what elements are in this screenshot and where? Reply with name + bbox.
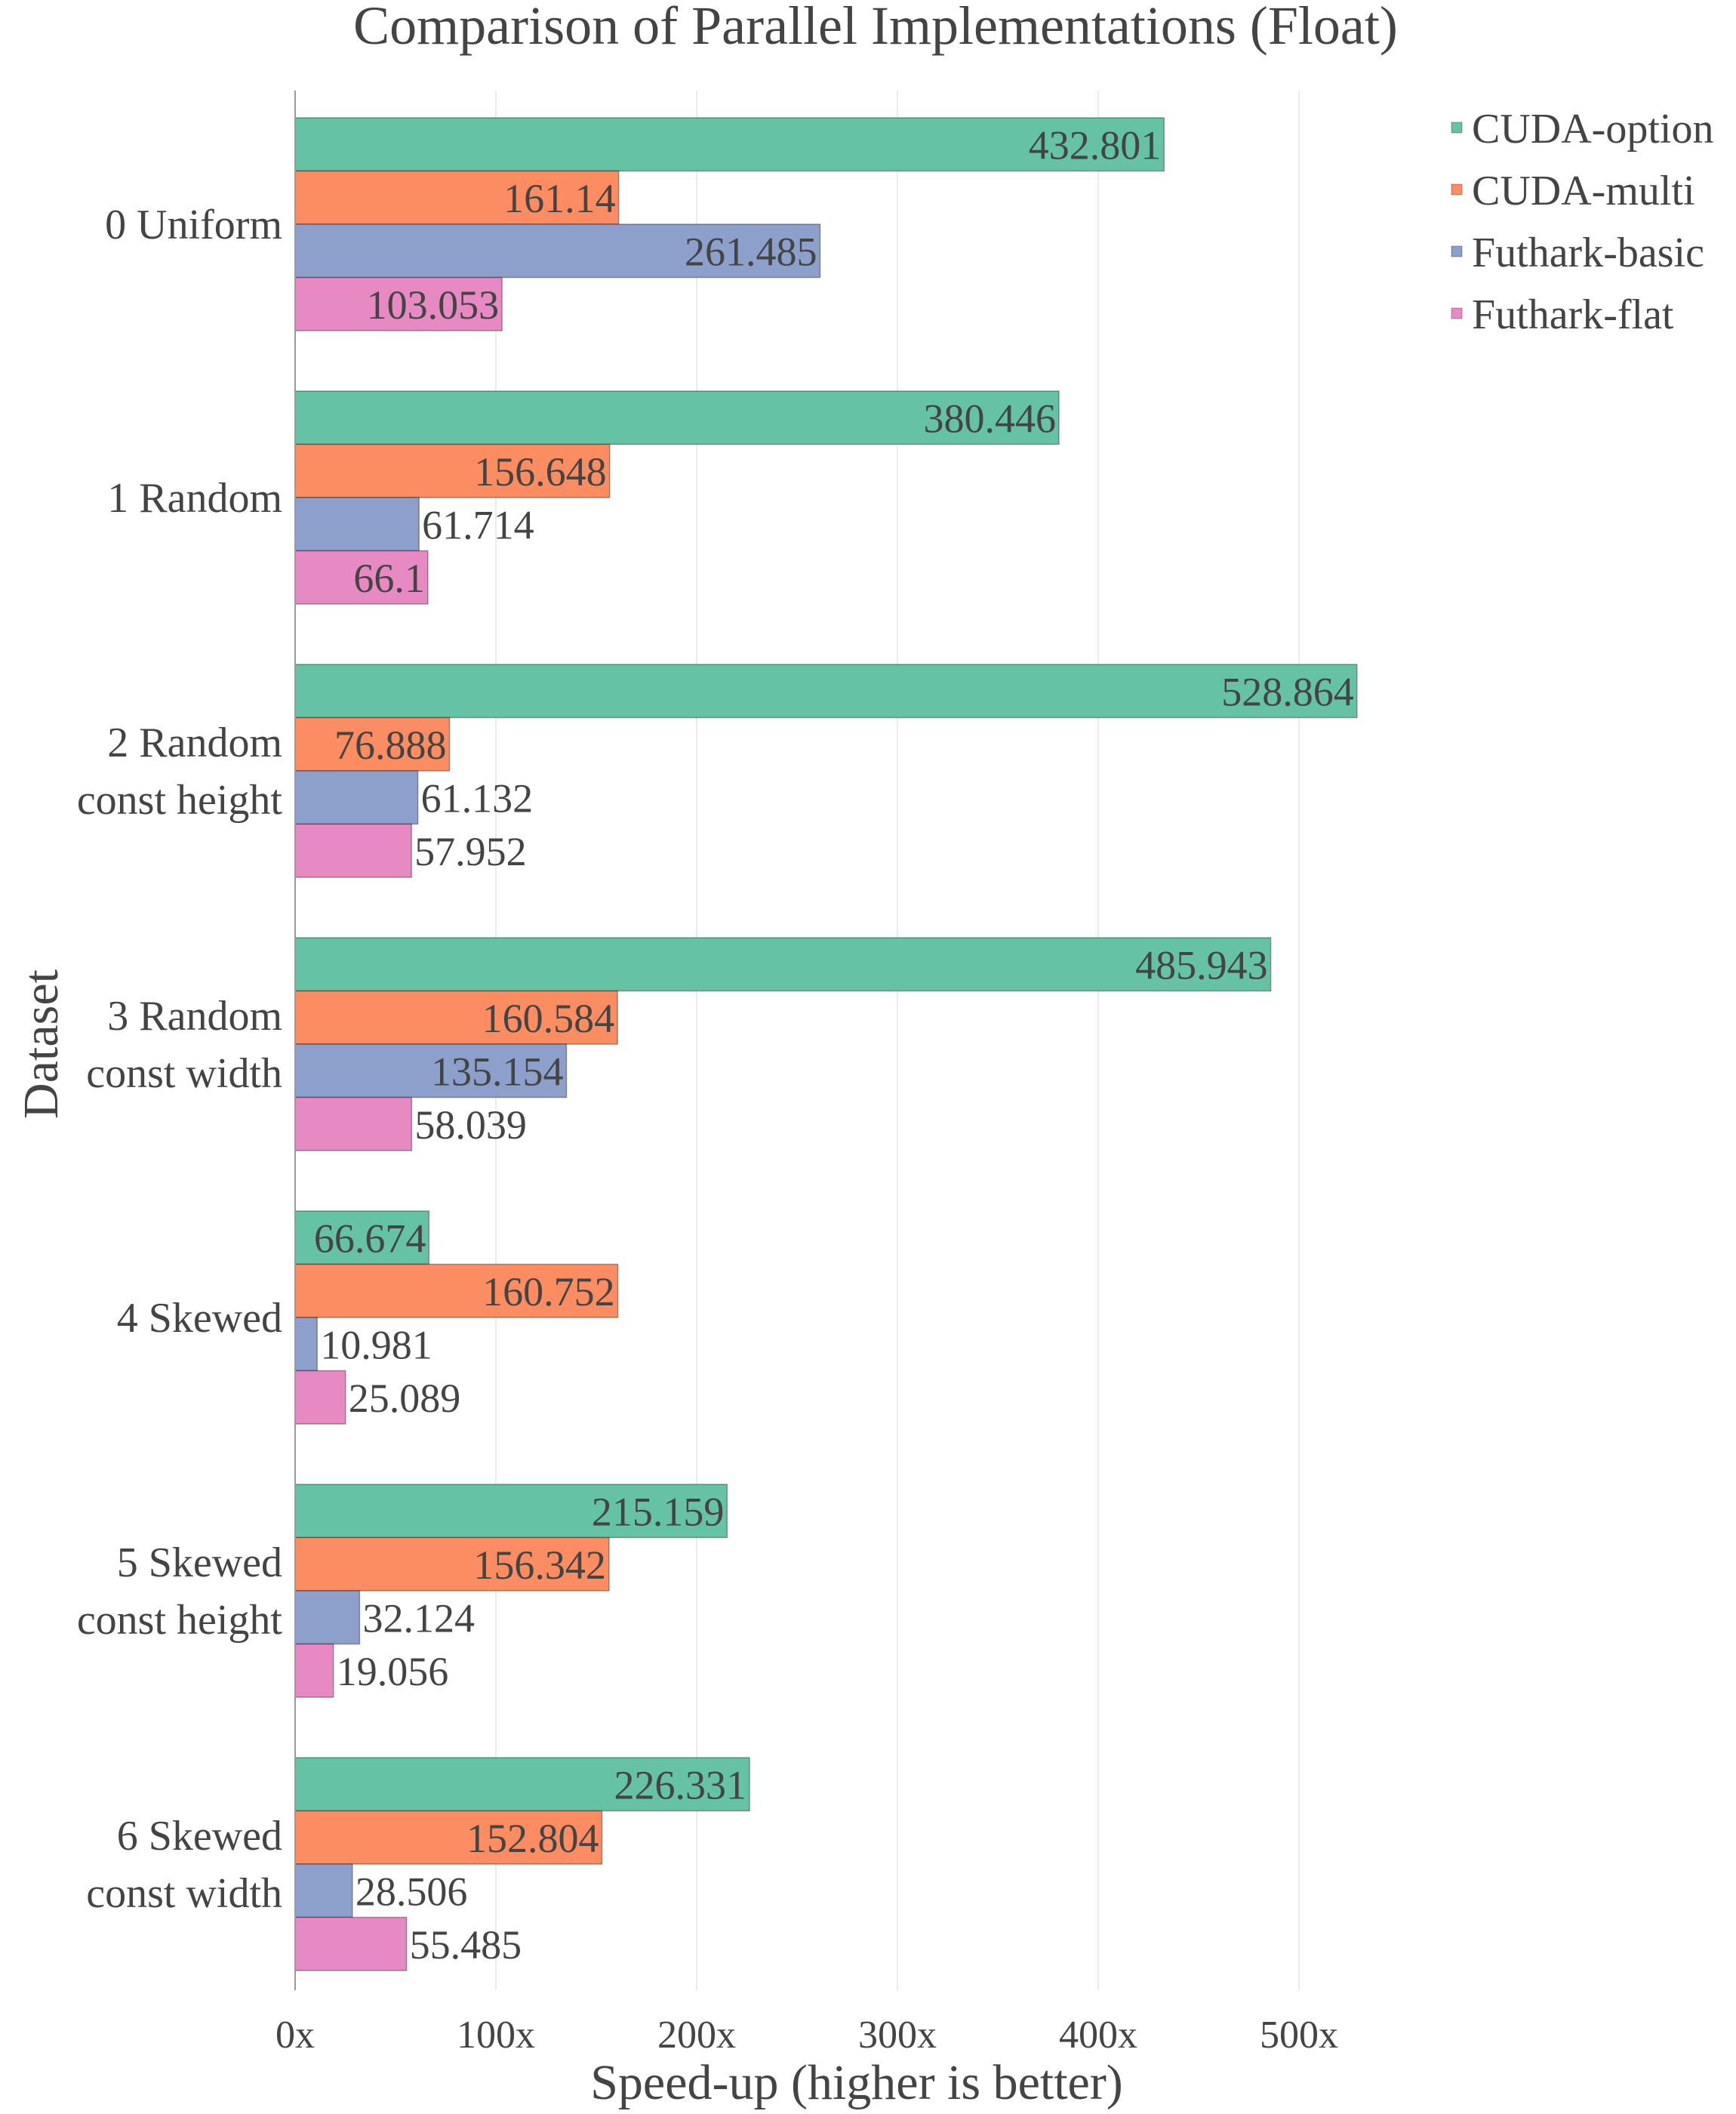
value-label: 135.154 [431, 1049, 564, 1094]
legend-entry: CUDA-multi [1472, 168, 1695, 214]
value-label: 32.124 [362, 1595, 475, 1641]
bar-futhark-flat [294, 1643, 334, 1698]
x-tick-label: 400x [1059, 2014, 1137, 2057]
category-label: 4 Skewed [117, 1295, 282, 1342]
bar-futhark-flat [294, 1370, 346, 1425]
bar-cuda-option [294, 1210, 430, 1265]
bar-futhark-basic [294, 223, 821, 279]
bar-cuda-option [294, 937, 1272, 992]
bar-cuda-multi [294, 990, 618, 1045]
value-label: 19.056 [337, 1649, 449, 1694]
bar-futhark-basic [294, 1317, 318, 1372]
value-label: 380.446 [923, 396, 1056, 441]
value-label: 528.864 [1221, 669, 1354, 714]
category-label: 1 Random [107, 475, 282, 522]
bar-futhark-flat [294, 276, 503, 331]
bar-futhark-flat [294, 1916, 408, 1971]
value-label: 58.039 [414, 1102, 527, 1148]
bar-cuda-multi [294, 1536, 610, 1592]
x-axis-tick-labels: 0x 100x 200x 300x 400x 500x [275, 2014, 1338, 2057]
value-label: 152.804 [466, 1816, 599, 1861]
value-label: 215.159 [592, 1489, 725, 1534]
value-label: 161.14 [503, 176, 616, 221]
value-label: 66.1 [353, 556, 425, 601]
value-label: 10.981 [320, 1322, 432, 1367]
bars [294, 117, 1358, 1971]
category-label: 2 Random [107, 720, 282, 766]
legend-entry: CUDA-option [1472, 106, 1713, 153]
value-label: 160.752 [482, 1269, 615, 1314]
bar-cuda-multi [294, 716, 451, 772]
chart-title: Comparison of Parallel Implementations (… [353, 0, 1398, 56]
value-label: 76.888 [334, 723, 447, 768]
category-label: const width [86, 1050, 282, 1097]
legend-swatch [1451, 122, 1463, 134]
bar-cuda-multi [294, 1263, 619, 1318]
value-label: 61.714 [422, 502, 534, 547]
value-label: 432.801 [1029, 122, 1162, 168]
value-label: 66.674 [314, 1216, 426, 1261]
x-tick-label: 100x [457, 2014, 535, 2057]
value-label: 103.053 [367, 282, 500, 328]
x-tick-label: 500x [1260, 2014, 1338, 2057]
x-tick-label: 0x [275, 2014, 315, 2057]
category-label: 0 Uniform [105, 202, 282, 248]
category-label: 5 Skewed [117, 1539, 282, 1586]
bar-cuda-multi [294, 1810, 603, 1865]
legend: CUDA-option CUDA-multi Futhark-basic Futhar… [1451, 106, 1713, 338]
category-label: const width [86, 1870, 282, 1917]
legend-entry: Futhark-flat [1472, 291, 1674, 338]
value-label: 261.485 [685, 229, 817, 274]
bar-cuda-option [294, 117, 1165, 172]
value-label: 55.485 [410, 1922, 522, 1968]
y-axis-tick-labels: 0 Uniform 1 Random 2 Random const height 3 R… [77, 202, 283, 1917]
bar-futhark-flat [294, 550, 429, 605]
bar-futhark-basic [294, 497, 420, 552]
value-label: 485.943 [1135, 942, 1268, 988]
category-label: 3 Random [107, 993, 282, 1040]
y-axis-label: Dataset [14, 969, 69, 1119]
x-axis-label: Speed-up (higher is better) [590, 2055, 1123, 2110]
value-label: 226.331 [614, 1762, 747, 1807]
legend-swatch [1451, 183, 1463, 196]
category-label: const height [77, 1597, 283, 1644]
legend-swatch [1451, 307, 1463, 319]
bar-futhark-basic [294, 770, 419, 825]
bar-futhark-basic [294, 1043, 568, 1099]
value-label: 28.506 [356, 1869, 467, 1914]
category-label: const height [77, 777, 283, 824]
bar-futhark-basic [294, 1590, 361, 1645]
value-label: 61.132 [421, 775, 534, 821]
data-labels: 432.801 161.14 261.485 103.053 380.446 156.64… [314, 122, 1354, 1968]
bar-futhark-flat [294, 823, 412, 878]
bar-futhark-basic [294, 1863, 353, 1918]
x-tick-label: 200x [657, 2014, 736, 2057]
value-label: 156.342 [473, 1542, 606, 1588]
value-label: 156.648 [474, 449, 607, 495]
x-tick-label: 300x [858, 2014, 937, 2057]
bar-cuda-option [294, 664, 1358, 719]
legend-entry: Futhark-basic [1472, 230, 1704, 276]
bar-cuda-option [294, 1757, 750, 1812]
legend-swatch [1451, 245, 1463, 257]
bar-cuda-option [294, 390, 1060, 445]
category-label: 6 Skewed [117, 1813, 282, 1860]
bar-futhark-flat [294, 1096, 413, 1151]
bar-cuda-multi [294, 443, 611, 498]
value-label: 160.584 [482, 996, 615, 1041]
value-label: 57.952 [414, 829, 527, 874]
value-label: 25.089 [349, 1376, 460, 1421]
